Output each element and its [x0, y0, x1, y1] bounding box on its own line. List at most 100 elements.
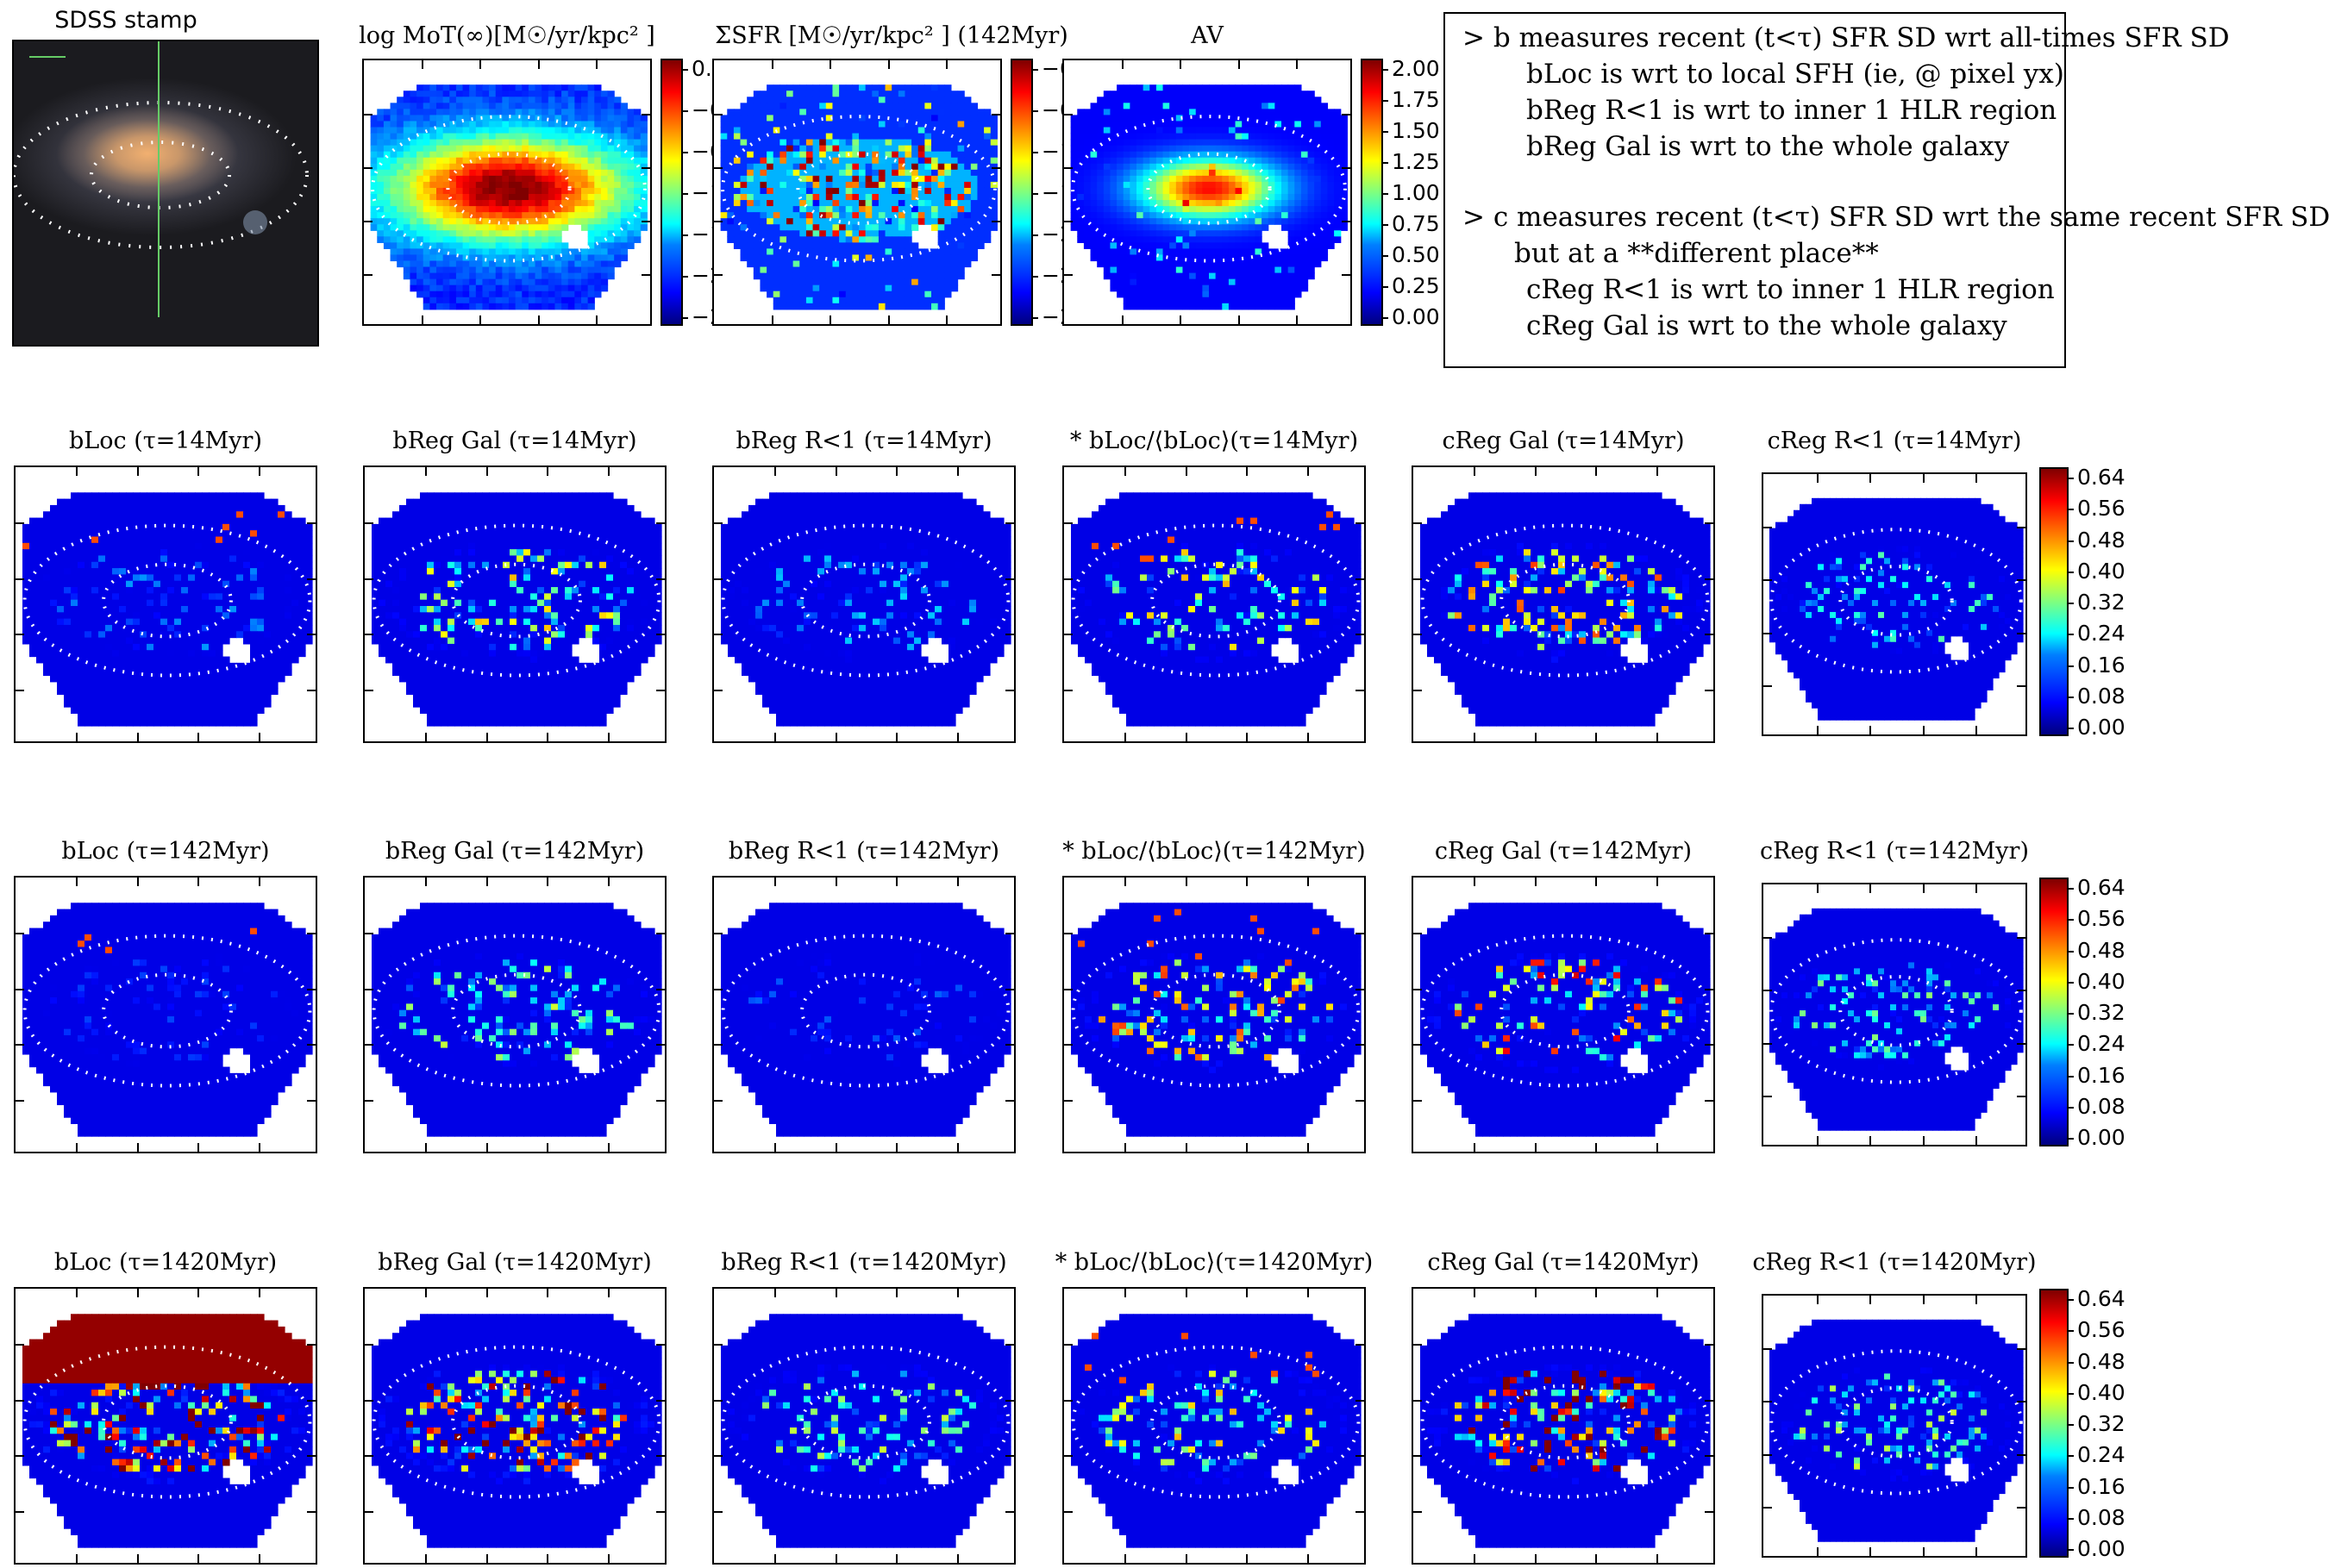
colorbar-tick — [2067, 1299, 2074, 1301]
colorbar-tick-label: 0.16 — [2077, 1474, 2126, 1499]
axis-tick — [1869, 1296, 1872, 1304]
radius-ellipse — [102, 972, 233, 1049]
axis-tick — [1246, 878, 1249, 886]
colorbar-tick — [2067, 478, 2074, 479]
axis-tick — [16, 1099, 24, 1102]
ratio-map-panel — [1062, 876, 1366, 1153]
axis-tick — [607, 1143, 610, 1152]
axis-tick — [774, 878, 777, 886]
colorbar-tick — [1381, 131, 1388, 133]
axis-tick — [1124, 467, 1127, 476]
axis-tick — [1295, 60, 1298, 69]
axis-tick — [1816, 726, 1819, 734]
colorbar-tick — [1381, 224, 1388, 226]
axis-tick — [485, 878, 488, 886]
axis-tick — [714, 221, 723, 222]
axis-tick — [197, 1143, 200, 1152]
panel-title: cReg Gal (τ=14Myr) — [1443, 428, 1685, 454]
axis-tick — [1355, 522, 1364, 525]
map-image — [22, 903, 313, 1137]
ratio-map-panel — [1412, 1287, 1715, 1565]
colorbar-tick-label: 0.32 — [2077, 590, 2126, 615]
axis-tick — [1763, 1348, 1772, 1351]
axis-tick — [1342, 274, 1350, 276]
colorbar-tick-label: 0.08 — [2077, 684, 2126, 709]
axis-tick — [1355, 933, 1364, 935]
colorbar-tick — [2067, 1424, 2074, 1426]
axis-tick — [1005, 1399, 1014, 1402]
axis-tick — [1705, 1399, 1713, 1402]
axis-tick — [1355, 689, 1364, 691]
axis-tick — [956, 1143, 959, 1152]
axis-tick — [1064, 988, 1073, 990]
panel-title: bReg R<1 (τ=1420Myr) — [721, 1249, 1006, 1276]
axis-tick — [1656, 733, 1658, 741]
axis-tick — [1064, 1455, 1073, 1458]
axis-tick — [1816, 474, 1819, 483]
axis-tick — [607, 878, 610, 886]
axis-tick — [772, 315, 774, 324]
axis-tick — [1064, 634, 1073, 636]
axis-tick — [774, 467, 777, 476]
note-c-place: but at a **different place** — [1514, 238, 1879, 269]
map-image — [22, 1314, 313, 1548]
colorbar-tick — [1381, 255, 1388, 257]
axis-tick — [1413, 1044, 1422, 1046]
axis-tick — [1124, 733, 1127, 741]
radius-ellipse — [1071, 523, 1361, 678]
axis-tick — [76, 1289, 78, 1297]
axis-tick — [1869, 474, 1872, 483]
axis-tick — [656, 1399, 665, 1402]
axis-tick — [896, 467, 898, 476]
axis-tick — [1185, 1554, 1187, 1563]
panel-title: bReg Gal (τ=1420Myr) — [378, 1249, 652, 1276]
axis-tick — [2017, 632, 2025, 634]
axis-tick — [16, 522, 24, 525]
axis-tick — [307, 578, 316, 580]
axis-tick — [896, 878, 898, 886]
axis-tick — [1413, 578, 1422, 580]
axis-tick — [1342, 221, 1350, 222]
axis-tick — [1180, 60, 1182, 69]
axis-tick — [1185, 733, 1187, 741]
stamp-title: SDSS stamp — [54, 7, 197, 34]
map-image — [372, 492, 662, 727]
ratio-map-panel — [712, 465, 1016, 743]
axis-tick — [1306, 878, 1309, 886]
axis-tick — [772, 60, 774, 69]
axis-tick — [258, 1289, 260, 1297]
radius-ellipse — [1071, 1345, 1361, 1499]
axis-tick — [197, 1554, 200, 1563]
axis-tick — [16, 634, 24, 636]
axis-tick — [1705, 1099, 1713, 1102]
panel-title: bLoc (τ=142Myr) — [61, 838, 269, 865]
axis-tick — [656, 933, 665, 935]
colorbar-tick — [681, 234, 688, 236]
axis-tick — [714, 274, 723, 276]
colorbar-tick-label: 1.50 — [1392, 118, 1440, 143]
axis-tick — [1705, 1344, 1713, 1346]
axis-tick — [1122, 60, 1124, 69]
axis-tick — [956, 878, 959, 886]
colorbar-tick-label: 2.00 — [1392, 56, 1440, 81]
axis-tick — [537, 315, 540, 324]
axis-tick — [547, 1289, 549, 1297]
axis-tick — [1656, 1289, 1658, 1297]
radius-ellipse — [1499, 1384, 1631, 1460]
axis-tick — [714, 689, 723, 691]
radius-ellipse — [800, 562, 931, 639]
axis-tick — [1595, 1554, 1598, 1563]
colorbar-tick — [2067, 1330, 2074, 1333]
axis-tick — [1534, 878, 1537, 886]
map-image — [1071, 903, 1362, 1137]
axis-tick — [714, 1455, 723, 1458]
axis-tick — [1295, 315, 1298, 324]
radius-ellipse — [1071, 115, 1347, 263]
axis-tick — [479, 315, 482, 324]
top-map-panel-1 — [712, 59, 1002, 326]
panel-title: * bLoc/⟨bLoc⟩(τ=1420Myr) — [1055, 1249, 1374, 1276]
axis-tick — [956, 1554, 959, 1563]
ratio-map-panel — [1762, 1294, 2027, 1558]
axis-tick — [1763, 527, 1772, 529]
axis-tick — [1064, 933, 1073, 935]
